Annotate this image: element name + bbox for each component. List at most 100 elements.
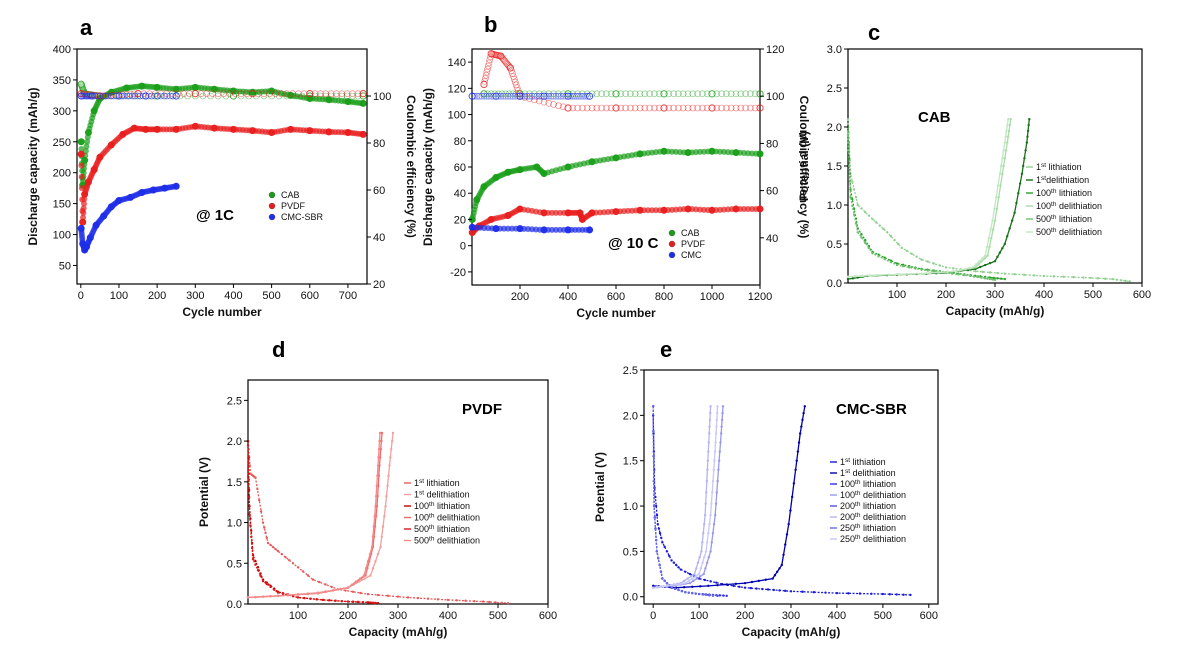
- ce-marker: [588, 104, 596, 112]
- profile-marker: [657, 556, 660, 560]
- profile-marker: [909, 272, 912, 276]
- profile-marker: [247, 488, 251, 492]
- profile-marker: [1124, 279, 1127, 283]
- profile-marker: [709, 580, 712, 583]
- profile-marker: [734, 582, 738, 586]
- profile-marker: [710, 541, 713, 544]
- profile-marker: [389, 456, 392, 459]
- ce-marker: [253, 92, 260, 100]
- capacity-marker: [360, 131, 367, 138]
- profile-marker: [984, 263, 987, 267]
- y-tick-label: 0: [460, 241, 466, 253]
- profile-marker: [971, 266, 975, 269]
- profile-marker: [265, 582, 268, 586]
- profile-marker: [709, 513, 712, 517]
- profile-marker: [374, 601, 377, 605]
- profile-marker: [937, 271, 940, 274]
- legend-entry: 100th delithiation: [840, 490, 906, 500]
- ce-marker: [699, 104, 706, 112]
- profile-marker: [757, 579, 761, 583]
- profile-marker: [778, 589, 781, 592]
- profile-marker: [707, 450, 710, 453]
- x-tick-label: 100: [690, 610, 708, 622]
- legend-number: 500: [1036, 227, 1051, 237]
- profile-marker: [1001, 157, 1004, 160]
- y-tick-label: 250: [53, 137, 71, 149]
- ce-marker: [485, 92, 493, 100]
- ce-marker: [583, 90, 591, 98]
- x-tick-label: 100: [110, 290, 128, 302]
- legend-superscript: st: [419, 490, 424, 497]
- profile-marker: [665, 584, 669, 588]
- legend-text: lithiation: [860, 479, 896, 489]
- profile-marker: [684, 591, 687, 594]
- profile-marker: [858, 592, 862, 595]
- ce-marker: [126, 92, 133, 100]
- profile-marker: [370, 545, 374, 549]
- profile-marker: [655, 586, 658, 589]
- legend-text: lithiation: [434, 501, 470, 511]
- profile-marker: [1006, 123, 1009, 127]
- ce-marker: [137, 92, 144, 100]
- profile-marker: [464, 599, 467, 602]
- legend-entry: PVDF: [281, 201, 306, 211]
- profile-marker: [848, 180, 852, 183]
- profile-marker: [269, 543, 272, 547]
- profile-marker: [990, 236, 993, 240]
- ce-marker: [96, 92, 104, 100]
- profile-marker: [1002, 149, 1005, 152]
- profile-marker: [356, 600, 360, 604]
- ce-marker: [593, 90, 601, 98]
- ce-marker: [756, 104, 764, 112]
- capacity-marker: [81, 157, 88, 164]
- ce-marker: [636, 90, 644, 98]
- plot-frame: [76, 48, 368, 285]
- profile-marker: [346, 600, 350, 603]
- ce-marker: [88, 92, 96, 100]
- profile-marker: [715, 491, 719, 494]
- profile-marker: [1009, 118, 1012, 121]
- ce-marker: [612, 90, 620, 98]
- curve-500th-delithiation: [246, 431, 382, 599]
- profile-marker: [871, 252, 874, 255]
- x-tick-label: 0: [650, 610, 656, 622]
- profile-marker: [910, 252, 913, 255]
- ce-marker: [176, 92, 184, 100]
- ce-marker: [689, 104, 697, 112]
- profile-marker: [938, 264, 942, 267]
- profile-marker: [377, 448, 381, 451]
- profile-marker: [651, 405, 655, 408]
- ce-marker: [94, 92, 101, 100]
- ce-marker: [521, 92, 529, 100]
- profile-marker: [704, 593, 708, 597]
- profile-marker: [689, 575, 693, 578]
- panel-letter: b: [484, 12, 497, 37]
- ce-marker: [660, 104, 668, 112]
- profile-marker: [688, 572, 692, 576]
- x-tick-label: 600: [539, 610, 557, 622]
- ce-marker: [577, 92, 585, 100]
- profile-marker: [651, 586, 655, 589]
- y-tick-label: 20: [454, 214, 466, 226]
- curve-1st-lithiation: [846, 118, 1131, 283]
- profile-marker: [920, 258, 923, 261]
- profile-marker: [366, 601, 370, 604]
- legend-entry: 1stdelithiation: [1036, 175, 1089, 185]
- ce-marker: [569, 92, 576, 100]
- profile-marker: [952, 267, 955, 270]
- profile-marker: [376, 601, 380, 605]
- profile-marker: [700, 550, 703, 553]
- legend-text: delithiation: [860, 534, 906, 544]
- legend-text: lithiation: [1046, 162, 1082, 172]
- legend-text: delithiation: [434, 513, 480, 523]
- profile-marker: [375, 484, 378, 488]
- capacity-marker: [80, 205, 87, 212]
- ce-marker: [487, 92, 495, 100]
- ce-marker: [118, 92, 125, 100]
- ce-marker: [306, 92, 314, 100]
- profile-marker: [386, 484, 389, 488]
- profile-marker: [670, 583, 673, 587]
- curve-100th-delithiation: [246, 431, 384, 599]
- ce-marker: [322, 90, 330, 97]
- y-right-axis-label: Coulombic efficiency (%): [797, 96, 811, 239]
